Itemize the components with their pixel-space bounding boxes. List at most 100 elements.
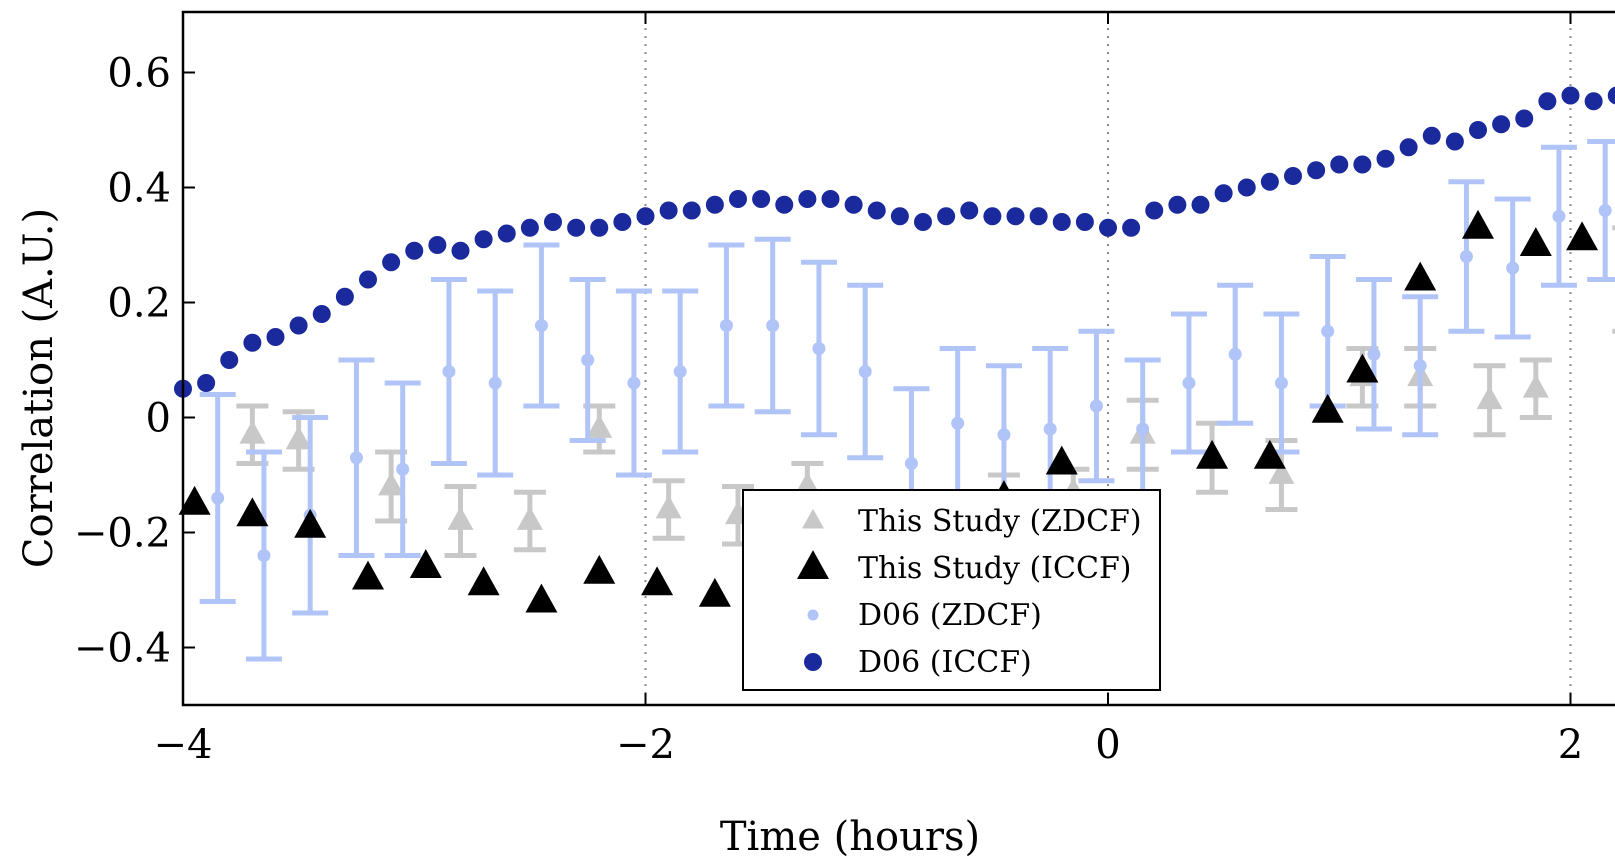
d06-iccf-point <box>590 218 609 237</box>
x-tick-label: 0 <box>1095 722 1120 768</box>
this-study-zdcf-point <box>378 471 405 496</box>
d06-zdcf-point <box>1598 204 1612 217</box>
y-axis-title: Correlation (A.U.) <box>16 208 62 568</box>
d06-iccf-point <box>520 218 539 237</box>
axis-ticks: −4−202468−0.4−0.200.20.40.6 <box>74 12 1583 768</box>
d06-iccf-point <box>1191 195 1210 214</box>
this-study-iccf-point <box>409 549 442 578</box>
this-study-iccf-point <box>1253 439 1286 469</box>
this-study-zdcf-point <box>1268 460 1295 484</box>
d06-zdcf-point <box>858 365 872 378</box>
legend-label: D06 (ZDCF) <box>858 598 1042 633</box>
this-study-zdcf-point <box>1522 374 1549 398</box>
d06-zdcf-point <box>1043 422 1057 436</box>
d06-iccf-point <box>729 190 747 208</box>
d06-zdcf-point <box>719 319 733 332</box>
d06-iccf-point <box>359 270 377 289</box>
legend-marker <box>804 653 822 671</box>
d06-zdcf-point <box>257 549 271 562</box>
d06-zdcf-point <box>1552 209 1566 223</box>
d06-zdcf-point <box>396 462 410 476</box>
d06-zdcf-point <box>488 376 502 390</box>
d06-iccf-point <box>405 241 424 260</box>
d06-iccf-point <box>983 207 1002 226</box>
axes-frame <box>181 10 1615 707</box>
this-study-iccf-point <box>1196 439 1229 469</box>
legend-label: D06 (ICCF) <box>858 645 1032 680</box>
this-study-iccf-point <box>1519 227 1552 256</box>
d06-zdcf-point <box>349 451 363 465</box>
d06-iccf-point <box>1422 126 1441 145</box>
this-study-zdcf-point <box>239 420 266 444</box>
legend-label: This Study (ICCF) <box>858 551 1131 586</box>
series-d06-iccf <box>174 86 1615 398</box>
d06-zdcf-point <box>904 457 918 470</box>
d06-iccf-point <box>1029 207 1048 226</box>
d06-iccf-point <box>682 201 701 220</box>
this-study-iccf-point <box>1566 221 1599 251</box>
d06-iccf-point <box>1260 172 1279 191</box>
d06-iccf-point <box>636 207 655 226</box>
this-study-iccf-point <box>236 497 269 527</box>
d06-iccf-point <box>1445 132 1464 151</box>
legend-marker <box>807 609 819 621</box>
d06-iccf-point <box>844 195 863 214</box>
d06-zdcf-point <box>951 416 965 430</box>
d06-iccf-point <box>960 201 979 220</box>
d06-iccf-point <box>821 190 840 208</box>
d06-zdcf-point <box>1228 347 1242 361</box>
this-study-zdcf-point <box>285 425 312 450</box>
d06-iccf-point <box>1492 115 1511 134</box>
d06-iccf-point <box>1099 218 1117 237</box>
legend-marker <box>797 550 829 579</box>
d06-iccf-point <box>1607 86 1615 105</box>
d06-iccf-point <box>1145 201 1164 220</box>
d06-iccf-point <box>243 333 262 352</box>
this-study-zdcf-point <box>1476 385 1503 410</box>
this-study-iccf-point <box>294 508 327 538</box>
d06-iccf-point <box>312 305 331 323</box>
d06-iccf-point <box>1122 218 1141 237</box>
d06-iccf-point <box>659 201 678 220</box>
d06-iccf-point <box>1376 149 1395 168</box>
d06-iccf-point <box>451 241 470 260</box>
d06-iccf-point <box>1214 184 1233 203</box>
d06-iccf-point <box>1052 213 1071 231</box>
legend-marker <box>802 508 824 529</box>
d06-iccf-point <box>914 213 932 231</box>
d06-zdcf-point <box>1459 250 1473 263</box>
d06-iccf-point <box>497 224 516 243</box>
this-study-iccf-point <box>583 554 616 584</box>
d06-zdcf-point <box>997 428 1011 442</box>
d06-iccf-point <box>1006 207 1025 226</box>
x-tick-label: −2 <box>616 722 675 768</box>
d06-iccf-point <box>890 207 909 226</box>
legend: This Study (ZDCF) This Study (ICCF) D06 (Z… <box>742 489 1161 691</box>
d06-zdcf-point <box>581 353 595 367</box>
d06-zdcf-point <box>534 319 548 332</box>
this-study-iccf-point <box>525 583 558 613</box>
d06-iccf-point <box>1330 155 1349 174</box>
legend-label: This Study (ZDCF) <box>858 504 1142 539</box>
d06-iccf-point <box>1284 167 1302 185</box>
d06-zdcf-point <box>211 491 225 505</box>
d06-iccf-point <box>220 351 239 369</box>
d06-iccf-point <box>289 316 308 335</box>
d06-iccf-point <box>1237 178 1256 197</box>
this-study-iccf-point <box>467 566 500 596</box>
d06-zdcf-point <box>1506 261 1520 275</box>
d06-zdcf-point <box>1274 376 1288 390</box>
d06-iccf-point <box>775 195 794 214</box>
d06-iccf-point <box>1168 195 1187 214</box>
d06-iccf-point <box>798 190 817 208</box>
y-tick-label: 0.6 <box>107 51 171 97</box>
this-study-iccf-point <box>352 560 384 590</box>
d06-iccf-point <box>1538 92 1557 111</box>
d06-iccf-point <box>567 218 586 237</box>
d06-iccf-point <box>335 287 354 306</box>
d06-zdcf-point <box>627 376 641 390</box>
plot-area-border <box>181 10 1615 707</box>
d06-zdcf-point <box>673 365 687 378</box>
this-study-iccf-point <box>641 566 674 596</box>
